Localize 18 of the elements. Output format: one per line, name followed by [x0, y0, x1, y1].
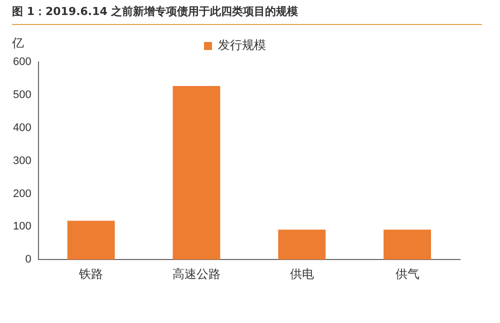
- x-tick-label: 铁路: [78, 267, 104, 282]
- bar: [172, 86, 220, 260]
- y-tick-label: 200: [12, 188, 32, 200]
- y-tick-label: 600: [12, 56, 32, 68]
- y-tick-label: 300: [12, 154, 32, 167]
- y-axis-title: 亿: [11, 36, 24, 50]
- legend-label: 发行规模: [218, 38, 266, 52]
- x-tick-label: 供气: [395, 267, 420, 282]
- chart-title: 图 1：2019.6.14 之前新增专项债用于此四类项目的规模: [12, 4, 482, 25]
- bar: [67, 220, 115, 260]
- x-tick-label: 高速公路: [172, 267, 220, 282]
- bar: [384, 230, 432, 260]
- y-tick-label: 400: [12, 122, 32, 134]
- bar: [278, 230, 326, 260]
- y-tick-label: 0: [25, 254, 32, 266]
- y-tick-label: 100: [12, 220, 32, 233]
- y-tick-label: 500: [12, 88, 32, 101]
- x-tick-label: 供电: [290, 267, 314, 282]
